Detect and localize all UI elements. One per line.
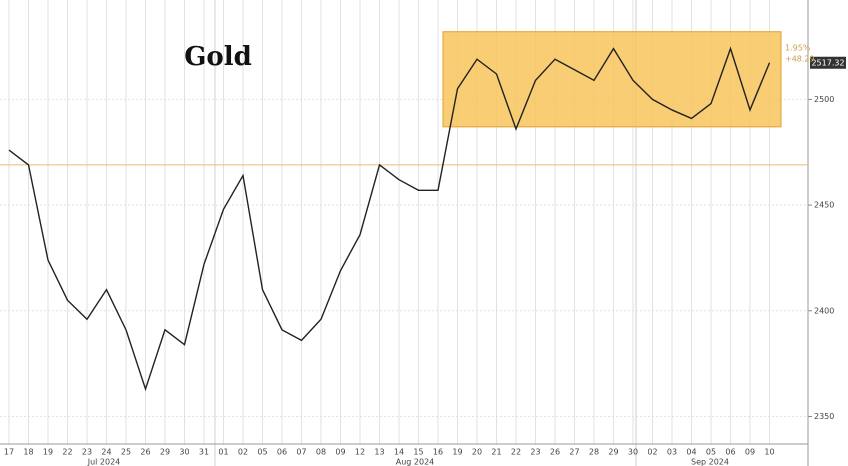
x-tick-label: 26 — [140, 448, 150, 457]
month-label: Aug 2024 — [396, 458, 435, 466]
x-tick-label: 26 — [550, 448, 560, 457]
x-tick-label: 05 — [706, 448, 716, 457]
x-tick-label: 21 — [491, 448, 501, 457]
x-tick-label: 14 — [394, 448, 404, 457]
x-tick-label: 19 — [452, 448, 462, 457]
x-tick-label: 05 — [257, 448, 267, 457]
x-tick-label: 02 — [647, 448, 657, 457]
x-tick-label: 09 — [745, 448, 755, 457]
x-tick-label: 30 — [179, 448, 189, 457]
x-tick-label: 29 — [160, 448, 170, 457]
change-label: +48.29 — [785, 55, 815, 64]
x-tick-label: 18 — [23, 448, 33, 457]
x-tick-label: 15 — [413, 448, 423, 457]
x-tick-label: 06 — [277, 448, 287, 457]
x-tick-label: 30 — [628, 448, 638, 457]
y-tick-label: 2350 — [814, 412, 834, 421]
x-tick-label: 17 — [4, 448, 14, 457]
x-tick-label: 19 — [43, 448, 53, 457]
x-tick-label: 20 — [472, 448, 482, 457]
x-tick-label: 16 — [433, 448, 443, 457]
x-tick-label: 22 — [511, 448, 521, 457]
x-tick-label: 01 — [218, 448, 228, 457]
x-tick-label: 10 — [764, 448, 774, 457]
x-tick-label: 04 — [686, 448, 696, 457]
x-tick-label: 09 — [335, 448, 345, 457]
x-tick-label: 31 — [199, 448, 209, 457]
price-badge-label: 2517.32 — [811, 58, 844, 67]
x-tick-label: 07 — [296, 448, 306, 457]
x-tick-label: 24 — [101, 448, 111, 457]
x-tick-label: 27 — [569, 448, 579, 457]
x-tick-label: 06 — [725, 448, 735, 457]
x-tick-label: 08 — [316, 448, 326, 457]
price-line — [8, 46, 771, 392]
x-tick-label: 28 — [589, 448, 599, 457]
y-tick-label: 2450 — [814, 201, 834, 210]
x-tick-label: 02 — [238, 448, 248, 457]
y-tick-label: 2400 — [814, 306, 834, 315]
month-label: Jul 2024 — [87, 458, 121, 466]
price-badge — [810, 56, 846, 69]
x-tick-label: 23 — [82, 448, 92, 457]
x-tick-label: 13 — [374, 448, 384, 457]
change-pct-label: 1.95% — [785, 44, 811, 53]
x-tick-label: 22 — [62, 448, 72, 457]
x-tick-label: 23 — [530, 448, 540, 457]
highlight-band — [442, 31, 782, 128]
month-label: Sep 2024 — [691, 458, 729, 466]
x-tick-label: 25 — [121, 448, 131, 457]
x-tick-label: 29 — [608, 448, 618, 457]
y-tick-label: 2500 — [814, 95, 834, 104]
x-tick-label: 03 — [667, 448, 677, 457]
x-tick-label: 12 — [355, 448, 365, 457]
chart-title: Gold — [184, 42, 252, 72]
